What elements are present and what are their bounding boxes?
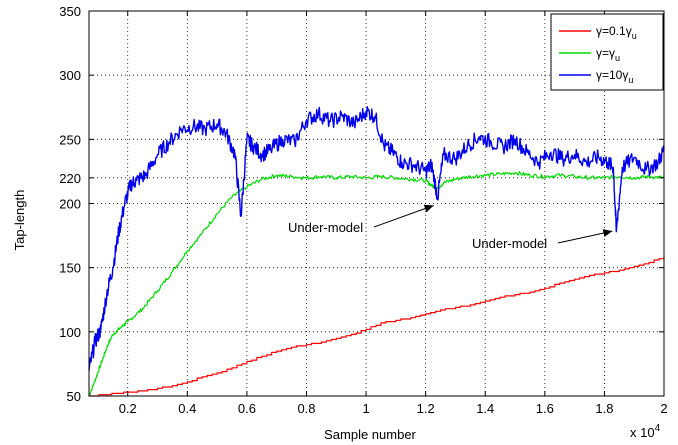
annotation-arrow [373, 205, 434, 228]
x-tick-label: 1.6 [536, 401, 554, 416]
legend-label-2: γ=γu [596, 46, 620, 63]
y-tick-label: 300 [59, 68, 81, 83]
annotation-label: Under-model [472, 236, 547, 251]
x-tick-label: 0.8 [297, 401, 315, 416]
x-tick-label: 1.4 [476, 401, 494, 416]
annotation-arrowhead [423, 204, 434, 213]
grid [89, 11, 664, 396]
y-tick-label: 350 [59, 4, 81, 19]
series-line-2 [88, 171, 665, 397]
x-tick-label: 1.8 [595, 401, 613, 416]
y-axis-label: Tap-length [12, 190, 27, 251]
annotation-arrow [557, 230, 613, 244]
x-tick-label: 2 [660, 401, 667, 416]
y-tick-label: 200 [59, 197, 81, 212]
annotations: Under-model Under-model [288, 204, 613, 251]
series-line-3 [88, 106, 665, 371]
x-axis-multiplier-exponent: 4 [655, 423, 661, 434]
series-group [88, 106, 665, 397]
legend-box [550, 13, 664, 91]
x-axis-label: Sample number [324, 427, 416, 442]
series-line-1 [89, 256, 665, 397]
ticks: 0.2 0.4 0.6 0.8 1 1.2 1.4 1.6 1.8 250100150200220… [59, 4, 667, 416]
x-tick-label: 0.4 [178, 401, 196, 416]
annotation-arrowhead [602, 229, 613, 237]
legend-label-3: γ=10γu [596, 68, 633, 85]
y-tick-label: 150 [59, 261, 81, 276]
x-axis-multiplier-base: x 10 [630, 425, 655, 440]
y-tick-label: 250 [59, 132, 81, 147]
annotation-label: Under-model [288, 220, 363, 235]
y-tick-label: 220 [59, 171, 81, 186]
legend-label-1: γ=0.1γu [596, 24, 637, 41]
x-tick-label: 0.2 [119, 401, 137, 416]
x-axis-multiplier: x 104 [630, 423, 661, 440]
x-tick-label: 1.2 [417, 401, 435, 416]
y-tick-label: 50 [67, 389, 81, 404]
x-tick-label: 0.6 [238, 401, 256, 416]
x-tick-label: 1 [362, 401, 369, 416]
legend: γ=0.1γu γ=γu γ=10γu [550, 13, 664, 91]
y-tick-label: 100 [59, 325, 81, 340]
